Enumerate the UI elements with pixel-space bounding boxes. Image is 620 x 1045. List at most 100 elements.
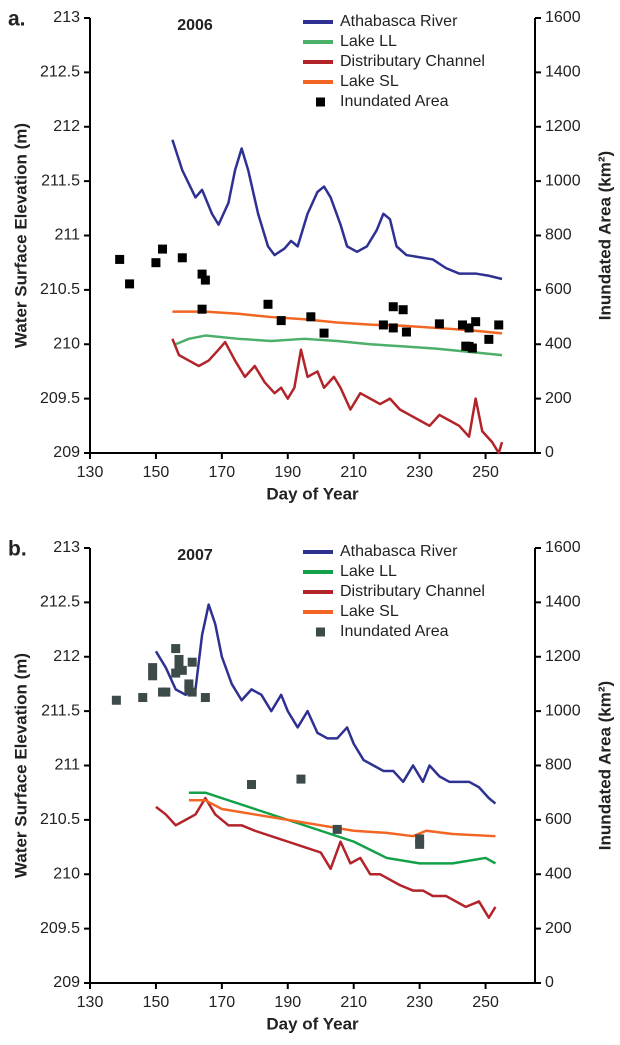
y-tick-label: 211.5 (41, 702, 80, 719)
y-axis-title: Water Surface Elevation (m) (11, 123, 30, 348)
data-point (174, 654, 184, 664)
data-line (175, 334, 503, 357)
y-tick-label: 211 (54, 227, 80, 244)
y2-tick-label: 800 (545, 757, 572, 774)
data-point (263, 299, 273, 309)
panel-title: 2007 (177, 547, 213, 564)
y-tick-label: 209.5 (40, 390, 80, 407)
y2-tick-label: 200 (545, 390, 572, 407)
legend-label: Distributary Channel (340, 583, 485, 600)
data-point (332, 824, 342, 834)
x-tick-label: 190 (274, 994, 301, 1011)
y2-tick-label: 1400 (545, 594, 581, 611)
y2-tick-label: 1400 (545, 64, 581, 81)
data-point (401, 327, 411, 337)
y-tick-label: 212 (53, 648, 80, 665)
x-tick-label: 130 (77, 464, 104, 481)
y-tick-label: 213 (53, 539, 80, 556)
data-point (398, 305, 408, 315)
data-point (171, 644, 181, 654)
y2-tick-label: 1000 (545, 702, 581, 719)
panel-label: b. (8, 538, 27, 561)
y-tick-label: 212 (53, 118, 80, 135)
data-point (296, 774, 306, 784)
legend-label: Athabasca River (340, 13, 458, 30)
y2-tick-label: 1600 (545, 539, 581, 556)
data-point (148, 671, 158, 681)
data-point (115, 254, 125, 264)
legend-label: Inundated Area (340, 93, 449, 110)
y2-tick-label: 400 (545, 865, 572, 882)
x-tick-label: 150 (143, 464, 170, 481)
y2-axis-title: Inundated Area (km²) (595, 681, 614, 850)
data-point (247, 780, 257, 790)
y2-axis-title: Inundated Area (km²) (595, 151, 614, 320)
y-tick-label: 211 (54, 757, 80, 774)
data-line (155, 796, 497, 919)
y2-tick-label: 0 (545, 974, 554, 991)
data-line (188, 799, 496, 838)
y-axis-title: Water Surface Elevation (m) (11, 653, 30, 878)
x-tick-label: 250 (472, 464, 499, 481)
data-point (187, 687, 197, 697)
y2-tick-label: 1000 (545, 172, 581, 189)
legend-swatch (316, 97, 325, 107)
x-tick-label: 230 (406, 464, 433, 481)
legend-label: Lake LL (340, 563, 397, 580)
y-tick-label: 212.5 (40, 594, 80, 611)
x-tick-label: 170 (209, 464, 236, 481)
y-tick-label: 211.5 (41, 172, 80, 189)
panel-label: a. (8, 8, 26, 31)
data-point (464, 323, 474, 333)
data-point (494, 320, 504, 330)
data-line (188, 791, 497, 865)
data-point (471, 317, 481, 327)
y2-tick-label: 800 (545, 227, 572, 244)
data-point (200, 693, 210, 703)
data-point (415, 834, 425, 844)
legend-label: Inundated Area (340, 623, 449, 640)
data-point (171, 668, 181, 678)
x-tick-label: 150 (143, 994, 170, 1011)
y-tick-label: 212.5 (40, 64, 80, 81)
x-axis-title: Day of Year (266, 484, 359, 503)
y-tick-label: 209 (53, 444, 80, 461)
legend-label: Lake LL (340, 33, 397, 50)
data-point (184, 679, 194, 689)
data-point (388, 323, 398, 333)
x-tick-label: 130 (77, 994, 104, 1011)
y-tick-label: 209 (53, 974, 80, 991)
y2-tick-label: 1200 (545, 648, 581, 665)
legend-label: Lake SL (340, 603, 399, 620)
y2-tick-label: 600 (545, 281, 572, 298)
data-point (177, 665, 187, 675)
data-line (172, 310, 503, 335)
y2-tick-label: 400 (545, 335, 572, 352)
data-line (171, 338, 504, 455)
y-tick-label: 210 (53, 865, 80, 882)
data-point (467, 343, 477, 353)
legend-label: Athabasca River (340, 543, 458, 560)
x-tick-label: 230 (406, 994, 433, 1011)
y-tick-label: 210.5 (40, 281, 80, 298)
data-point (457, 320, 467, 330)
y-tick-label: 213 (53, 9, 80, 26)
x-tick-label: 210 (340, 994, 367, 1011)
data-point (177, 253, 187, 263)
legend-label: Distributary Channel (340, 53, 485, 70)
data-point (161, 687, 171, 697)
x-axis-title: Day of Year (266, 1014, 359, 1033)
legend-label: Lake SL (340, 73, 399, 90)
data-point (306, 312, 316, 322)
x-tick-label: 250 (472, 994, 499, 1011)
y-tick-label: 209.5 (40, 920, 80, 937)
data-point (148, 663, 158, 673)
data-point (319, 328, 329, 338)
y-tick-label: 210 (53, 335, 80, 352)
data-point (174, 660, 184, 670)
data-point (197, 304, 207, 314)
panel-title: 2006 (177, 17, 213, 34)
x-tick-label: 170 (209, 994, 236, 1011)
y2-tick-label: 1600 (545, 9, 581, 26)
